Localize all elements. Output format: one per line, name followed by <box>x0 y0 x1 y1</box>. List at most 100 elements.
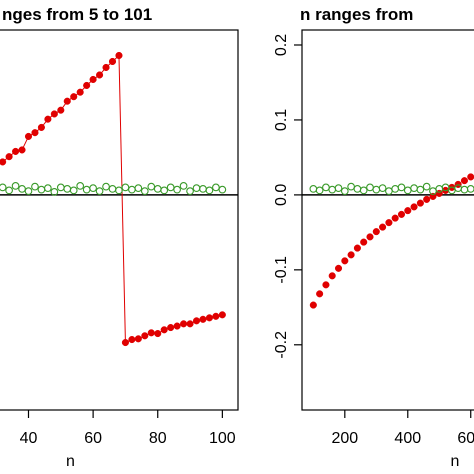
data-point <box>416 199 424 207</box>
series-line <box>2 54 223 344</box>
data-point <box>121 183 130 192</box>
x-axis-label: n <box>66 453 75 470</box>
data-point <box>37 185 46 194</box>
data-point <box>403 186 412 195</box>
data-point <box>186 320 194 328</box>
data-point <box>397 210 406 218</box>
data-point <box>353 185 362 193</box>
data-point <box>18 185 26 193</box>
data-point <box>372 185 381 194</box>
data-point <box>128 335 136 344</box>
data-point <box>70 93 78 101</box>
data-point <box>347 182 355 191</box>
data-point <box>205 186 214 195</box>
plot-frame <box>0 29 239 411</box>
data-point <box>115 186 123 195</box>
data-point <box>341 257 349 265</box>
data-point <box>347 251 355 259</box>
data-point <box>141 332 149 340</box>
data-point <box>12 147 20 155</box>
data-point <box>328 272 336 280</box>
data-point <box>50 110 58 118</box>
data-point <box>360 238 368 246</box>
data-point <box>108 185 117 193</box>
data-point <box>166 183 175 192</box>
data-point <box>410 184 418 192</box>
data-point <box>199 185 207 193</box>
data-point <box>309 301 317 309</box>
data-point <box>205 314 213 322</box>
data-point <box>173 322 181 330</box>
data-point <box>160 186 169 195</box>
data-point <box>83 81 91 90</box>
data-point <box>422 182 431 191</box>
data-point <box>460 185 469 194</box>
data-point <box>102 63 110 72</box>
data-point <box>154 330 162 338</box>
data-point <box>212 183 220 192</box>
data-point <box>160 326 168 334</box>
data-point <box>56 183 65 192</box>
data-point <box>385 187 393 195</box>
data-point <box>108 57 117 66</box>
data-point <box>115 51 123 60</box>
data-point <box>460 177 468 185</box>
data-point <box>199 315 207 323</box>
data-point <box>11 182 20 190</box>
data-point <box>89 184 97 192</box>
data-point <box>95 187 104 195</box>
data-point <box>397 183 406 192</box>
data-point <box>366 233 374 241</box>
data-point <box>102 182 110 191</box>
data-point <box>316 290 324 298</box>
data-point <box>441 183 450 192</box>
data-point <box>173 185 181 194</box>
data-point <box>147 329 155 337</box>
data-point <box>218 185 227 194</box>
data-point <box>391 214 399 222</box>
data-point <box>128 185 136 194</box>
data-point <box>429 192 437 200</box>
data-point <box>366 183 374 192</box>
y-tick-label: -0.2 <box>273 331 290 359</box>
data-point <box>63 97 71 105</box>
x-axis-label: n <box>451 453 460 470</box>
data-point <box>147 182 156 191</box>
x-tick-label: 600 <box>457 430 474 447</box>
data-point <box>179 182 188 190</box>
data-point <box>372 228 380 236</box>
data-point <box>0 158 7 166</box>
data-point <box>24 132 33 140</box>
plot-frame <box>301 29 474 411</box>
data-point <box>180 320 188 328</box>
data-point <box>44 115 52 123</box>
data-point <box>44 184 52 192</box>
data-point <box>82 185 91 194</box>
data-point <box>466 185 474 193</box>
data-point <box>0 183 7 192</box>
data-point <box>334 184 343 192</box>
data-point <box>385 219 393 227</box>
data-point <box>467 173 474 181</box>
data-point <box>31 129 39 137</box>
data-point <box>212 312 220 320</box>
data-point <box>315 186 324 195</box>
data-point <box>57 106 65 114</box>
data-point <box>192 184 201 192</box>
x-tick-label: 200 <box>331 430 358 447</box>
data-point <box>423 195 431 203</box>
data-point <box>24 187 33 195</box>
data-point <box>186 187 194 195</box>
data-point <box>96 71 104 79</box>
data-point <box>76 88 84 96</box>
data-point <box>359 186 368 195</box>
data-point <box>192 317 201 325</box>
data-point <box>153 185 162 193</box>
data-point <box>416 185 425 194</box>
data-point <box>31 182 39 191</box>
data-point <box>134 335 142 343</box>
y-tick-label: -0.1 <box>273 256 290 284</box>
data-point <box>37 123 45 131</box>
y-tick-label: 0.2 <box>273 34 290 56</box>
data-point <box>167 324 175 332</box>
